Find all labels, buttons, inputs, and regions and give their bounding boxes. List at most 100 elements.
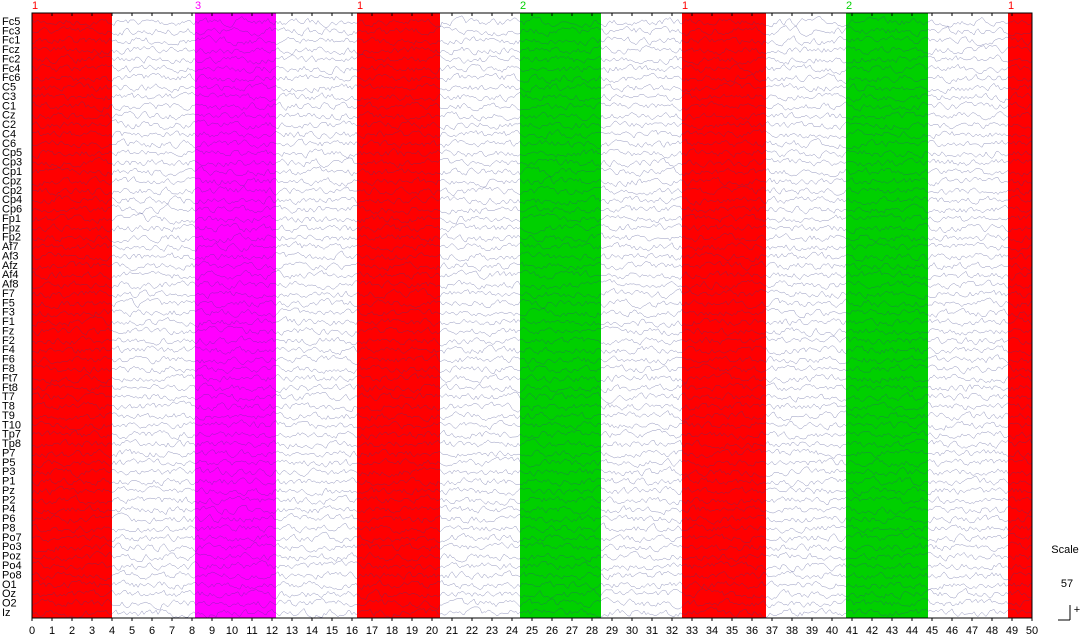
scale-marker: + [1074,604,1080,616]
channel-label: Cp1 [2,166,22,178]
eeg-trace [32,391,1032,404]
eeg-trace [32,512,1032,525]
channel-label: O1 [2,579,17,591]
eeg-trace [32,25,1032,37]
x-tick-label: 1 [49,625,55,637]
eeg-trace [32,194,1032,206]
x-tick-label: 38 [786,625,798,637]
event-label: 1 [1008,0,1014,12]
x-tick-label: 14 [306,625,318,637]
channel-label: F2 [2,335,15,347]
x-tick-label: 26 [546,625,558,637]
channel-label: P4 [2,504,15,516]
eeg-trace [32,110,1032,122]
x-tick-label: 47 [966,625,978,637]
x-tick-label: 19 [406,625,418,637]
eeg-trace [32,579,1032,591]
eeg-trace [32,166,1032,178]
x-tick-label: 36 [746,625,758,637]
channel-label: P5 [2,457,15,469]
eeg-trace [32,400,1032,413]
channel-label: P6 [2,513,15,525]
channel-label: Fcz [2,44,20,56]
eeg-trace [32,466,1032,479]
channel-label: Fc3 [2,25,20,37]
x-tick-label: 22 [466,625,478,637]
x-tick-label: 15 [326,625,338,637]
eeg-trace [32,325,1032,338]
eeg-trace [32,212,1032,225]
eeg-trace [32,448,1032,459]
eeg-trace [32,504,1032,516]
eeg-trace [32,260,1032,272]
channel-label: T10 [2,419,21,431]
scale-value: 57 [1061,578,1073,590]
eeg-trace [32,138,1032,150]
channel-label: Po3 [2,541,22,553]
channel-label: Fpz [2,222,20,234]
channel-label: Fz [2,325,14,337]
channel-label: F1 [2,316,15,328]
x-tick-label: 17 [366,625,378,637]
x-tick-label: 24 [506,625,518,637]
x-tick-label: 29 [606,625,618,637]
x-tick-label: 16 [346,625,358,637]
event-band [846,13,928,618]
event-band [357,13,440,618]
channel-label: F5 [2,297,15,309]
channel-label: Fc2 [2,53,20,65]
eeg-trace [32,335,1032,347]
eeg-trace [32,363,1032,375]
eeg-trace [32,353,1032,366]
event-label: 1 [682,0,688,12]
channel-label: Po8 [2,569,22,581]
x-tick-label: 13 [286,625,298,637]
channel-label: Poz [2,551,21,563]
x-tick-label: 12 [266,625,278,637]
eeg-trace [32,475,1032,488]
eeg-trace [32,63,1032,76]
x-tick-label: 20 [426,625,438,637]
eeg-trace [32,148,1032,159]
eeg-trace [32,241,1032,253]
eeg-trace [32,428,1032,441]
x-tick-label: 40 [826,625,838,637]
eeg-trace [32,456,1032,469]
x-tick-label: 9 [209,625,215,637]
x-tick-label: 23 [486,625,498,637]
channel-label: Fc6 [2,72,20,84]
eeg-trace [32,185,1032,197]
x-tick-label: 0 [29,625,35,637]
channel-label: Cp4 [2,194,22,206]
channel-label: Pz [2,485,15,497]
channel-label: P1 [2,476,15,488]
channel-label: Cp5 [2,147,22,159]
channel-label: C2 [2,119,16,131]
x-tick-label: 41 [846,625,858,637]
eeg-trace [32,119,1032,131]
channel-label: Af4 [2,269,19,281]
eeg-trace [32,569,1032,582]
eeg-trace [32,297,1032,310]
scale-title: Scale [1051,544,1079,556]
channel-label: P8 [2,522,15,534]
eeg-trace [32,438,1032,450]
eeg-trace [32,129,1032,140]
eeg-trace [32,344,1032,357]
x-tick-label: 8 [189,625,195,637]
channel-label: O2 [2,598,17,610]
channel-label: Afz [2,260,18,272]
channel-label: F3 [2,307,15,319]
channel-label: Fp2 [2,232,21,244]
scale-bar [1058,605,1071,621]
x-tick-label: 28 [586,625,598,637]
x-tick-label: 45 [926,625,938,637]
channel-label: Tp7 [2,429,21,441]
eeg-trace [32,82,1032,94]
channel-label: Cz [2,110,15,122]
x-tick-label: 49 [1006,625,1018,637]
eeg-trace [32,531,1032,544]
x-tick-label: 44 [906,625,918,637]
channel-label: T8 [2,401,15,413]
x-tick-label: 42 [866,625,878,637]
